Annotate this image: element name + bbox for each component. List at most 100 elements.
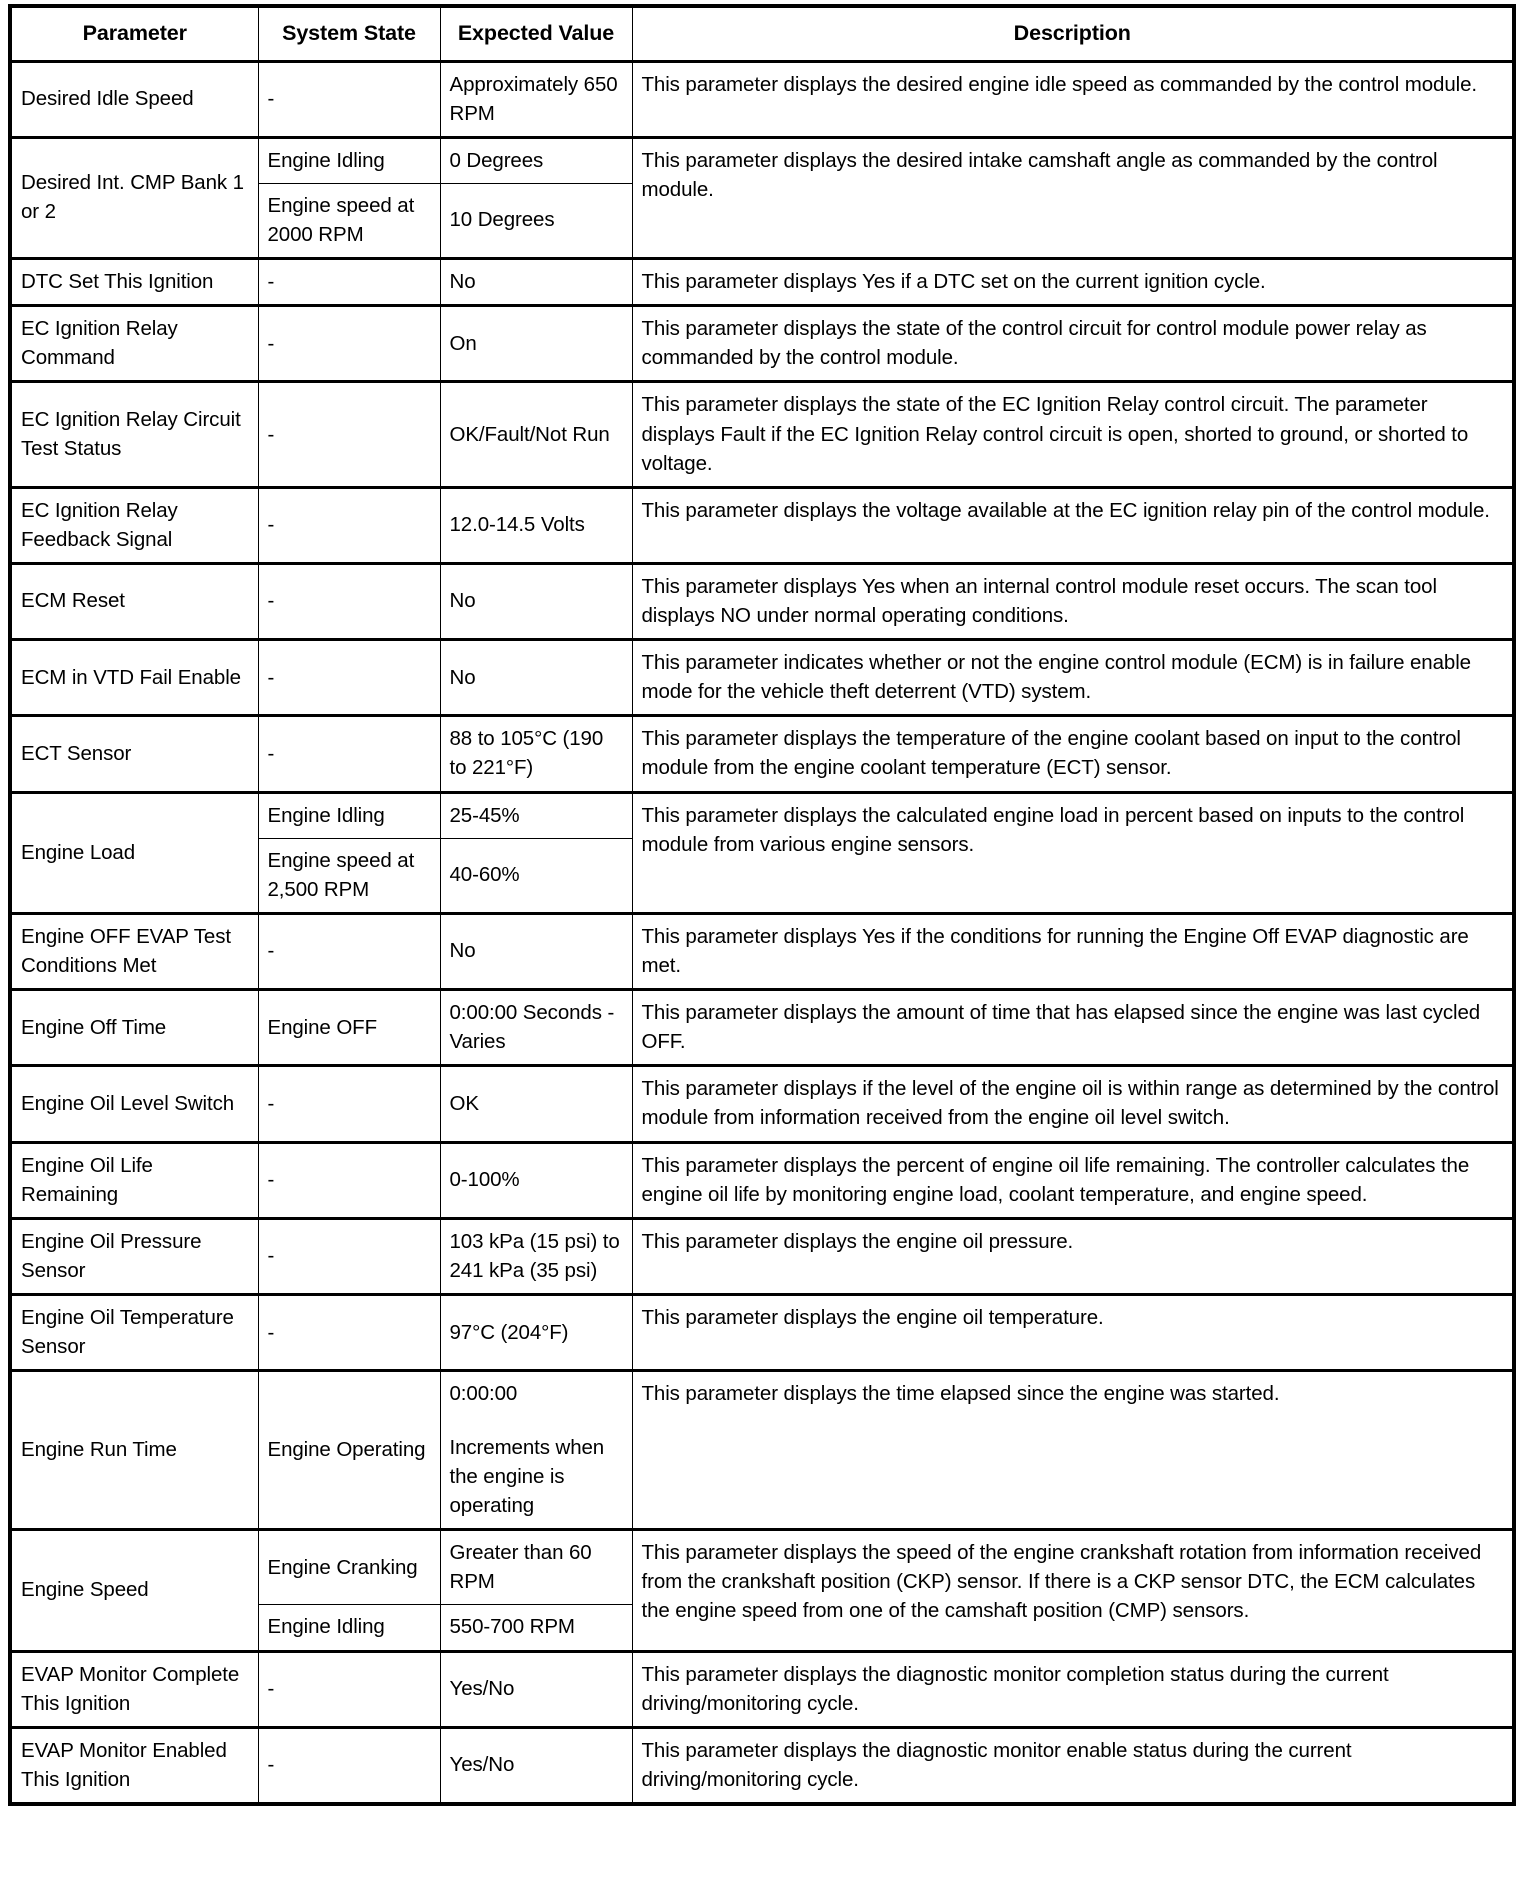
cell-system-state: - (257, 485, 441, 564)
table-row: Desired Idle Speed - Approximately 650 RPM… (9, 61, 1515, 138)
table-row: EC Ignition Relay Circuit Test Status - OK… (9, 380, 1515, 488)
cell-description: This parameter displays the state of the… (631, 380, 1515, 488)
cell-parameter: ECT Sensor (9, 714, 259, 793)
table-body: Desired Idle Speed - Approximately 650 RPM… (9, 61, 1515, 1805)
cell-expected-value: 12.0-14.5 Volts (439, 485, 633, 564)
cell-expected-value: 0 Degrees (439, 135, 633, 184)
table-row: DTC Set This Ignition - No This parameter d… (9, 257, 1515, 307)
cell-expected-value: 0:00:00 Seconds - Varies (439, 988, 633, 1067)
cell-expected-value: 25-45% (439, 790, 633, 839)
cell-system-state: - (257, 1649, 441, 1728)
cell-system-state: Engine Idling (257, 790, 441, 839)
cell-description: This parameter displays Yes when an inte… (631, 561, 1515, 641)
cell-system-state: - (257, 1725, 441, 1805)
cell-parameter: Engine Run Time (9, 1369, 259, 1531)
table-row: Engine Oil Temperature Sensor -97°C (204°… (9, 1293, 1515, 1372)
cell-parameter: EVAP Monitor Enabled This Ignition (9, 1725, 259, 1805)
cell-parameter: Engine Oil Life Remaining (9, 1140, 259, 1219)
cell-expected-value: 103 kPa (15 psi) to 241 kPa (35 psi) (439, 1216, 633, 1296)
cell-parameter: Engine OFF EVAP Test Conditions Met (9, 911, 259, 991)
cell-parameter: Engine Oil Temperature Sensor (9, 1293, 259, 1372)
cell-description: This parameter displays Yes if a DTC set… (631, 257, 1515, 307)
cell-expected-value: Approximately 650 RPM (439, 61, 633, 138)
cell-system-state: Engine Idling (257, 135, 441, 184)
cell-expected-value: 10 Degrees (439, 182, 633, 260)
table-row: Engine Idling 550-700 RPM (10, 1604, 1514, 1652)
cell-system-state: Engine Idling (257, 1604, 441, 1652)
table-row: EC Ignition Relay Command - On This paramet… (9, 304, 1515, 383)
cell-expected-value: 550-700 RPM (439, 1604, 633, 1652)
cell-system-state: - (257, 257, 441, 307)
cell-description: This parameter displays the engine oil p… (631, 1216, 1515, 1296)
cell-system-state: Engine Cranking (257, 1528, 441, 1606)
cell-description: This parameter displays the speed of the… (631, 1528, 1515, 1652)
cell-description: This parameter displays Yes if the condi… (631, 911, 1515, 991)
cell-system-state: Engine OFF (257, 988, 441, 1067)
table-row: EVAP Monitor Complete This Ignition - Yes/… (9, 1649, 1515, 1728)
cell-system-state: Engine Operating (257, 1369, 441, 1531)
cell-description: This parameter displays the desired inta… (631, 135, 1515, 260)
table-row: EVAP Monitor Enabled This Ignition - Yes/N… (9, 1725, 1515, 1805)
cell-description: This parameter displays the temperature … (631, 714, 1515, 793)
cell-description: This parameter displays the time elapsed… (631, 1369, 1515, 1531)
cell-parameter: Engine Oil Pressure Sensor (9, 1216, 259, 1296)
cell-system-state: - (257, 561, 441, 641)
table-row: Desired Int. CMP Bank 1 or 2 Engine Idlin… (9, 135, 1515, 260)
expected-value-spacer (450, 1408, 623, 1433)
cell-system-state: Engine speed at 2,500 RPM (257, 837, 441, 914)
cell-parameter: Engine Oil Level Switch (9, 1064, 259, 1143)
cell-expected-value: 0:00:00 Increments when the engine is ope… (439, 1369, 633, 1531)
cell-expected-value: OK (439, 1064, 633, 1143)
cell-parameter: ECM in VTD Fail Enable (9, 638, 259, 717)
table-row: ECM Reset - No This parameter displays Yes … (9, 561, 1515, 641)
cell-system-state: - (257, 1216, 441, 1296)
column-header-parameter: Parameter (9, 5, 259, 63)
cell-description: This parameter displays the voltage avai… (631, 485, 1515, 564)
table-row: Engine speed at 2000 RPM 10 Degrees (10, 182, 1514, 260)
cell-parameter: Engine Off Time (9, 988, 259, 1067)
cell-parameter: ECM Reset (9, 561, 259, 641)
cell-system-state: - (257, 1293, 441, 1372)
table-row: EC Ignition Relay Feedback Signal -12.0-1… (9, 485, 1515, 564)
cell-system-state: - (257, 304, 441, 383)
cell-system-state: Engine speed at 2000 RPM (257, 182, 441, 260)
cell-description: This parameter displays the calculated e… (631, 790, 1515, 914)
cell-expected-value: Greater than 60 RPM (439, 1528, 633, 1606)
table-row: Engine Run Time Engine Operating 0:00:00 In… (9, 1369, 1515, 1531)
column-header-expected-value: Expected Value (439, 5, 633, 63)
cell-system-state: - (257, 1140, 441, 1219)
table-row: ECT Sensor -88 to 105°C (190 to 221°F) Thi… (9, 714, 1515, 793)
table-row: Engine Oil Life Remaining -0-100% This par… (9, 1140, 1515, 1219)
cell-parameter: EC Ignition Relay Feedback Signal (9, 485, 259, 564)
cell-expected-value: No (439, 911, 633, 991)
cell-description: This parameter displays the amount of ti… (631, 988, 1515, 1067)
cell-expected-value: Yes/No (439, 1649, 633, 1728)
cell-expected-value: No (439, 561, 633, 641)
expected-value-line-1: 0:00:00 (449, 1382, 518, 1406)
cell-description: This parameter displays the engine oil t… (631, 1293, 1515, 1372)
table-row: ECM in VTD Fail Enable - No This parameter … (9, 638, 1515, 717)
table-row: Engine Speed Engine Cranking Greater than … (9, 1528, 1515, 1652)
table-header-row: Parameter System State Expected Value De… (9, 5, 1515, 63)
cell-description: This parameter displays the state of the… (631, 304, 1515, 383)
table-row: Engine speed at 2,500 RPM 40-60% (10, 837, 1514, 914)
cell-parameter: DTC Set This Ignition (9, 257, 259, 307)
table-row: Engine Off Time Engine OFF 0:00:00 Seconds… (9, 988, 1515, 1067)
cell-description: This parameter displays if the level of … (631, 1064, 1515, 1143)
table-row: Engine Oil Level Switch - OK This parameter… (9, 1064, 1515, 1143)
cell-description: This parameter displays the desired engi… (631, 61, 1515, 138)
cell-parameter: EVAP Monitor Complete This Ignition (9, 1649, 259, 1728)
cell-system-state: - (257, 911, 441, 991)
cell-system-state: - (257, 61, 441, 138)
cell-parameter: Desired Idle Speed (9, 61, 259, 138)
table-row: Engine OFF EVAP Test Conditions Met - No Th… (9, 911, 1515, 991)
cell-description: This parameter displays the diagnostic m… (631, 1649, 1515, 1728)
cell-system-state: - (257, 1064, 441, 1143)
column-header-description: Description (631, 5, 1515, 63)
cell-expected-value: 40-60% (439, 837, 633, 914)
cell-description: This parameter displays the diagnostic m… (631, 1725, 1515, 1805)
expected-value-line-2: Increments when the engine is operating (449, 1435, 605, 1518)
cell-parameter: Engine Speed (9, 1528, 259, 1652)
cell-expected-value: No (439, 638, 633, 717)
